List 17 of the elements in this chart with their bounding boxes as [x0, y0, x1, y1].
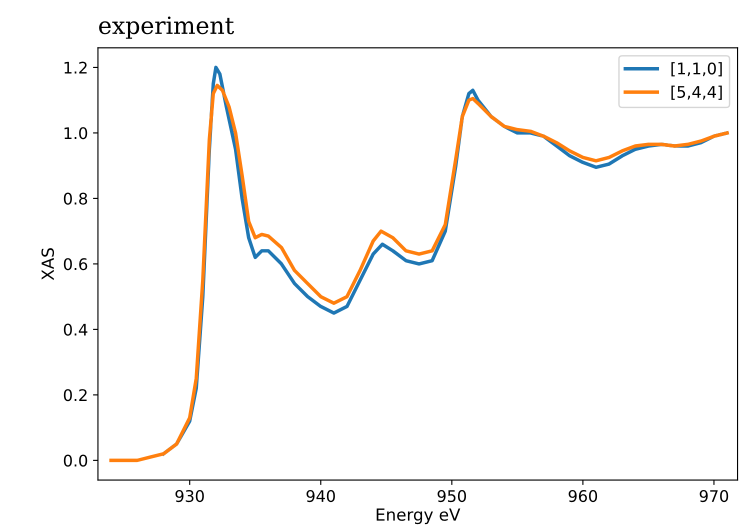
y-tick-label: 0.6 — [64, 258, 88, 270]
y-tick-label: 1.2 — [64, 62, 87, 74]
x-tick-label: 940 — [306, 490, 335, 502]
x-tick-label: 960 — [568, 490, 598, 502]
chart-title: experiment — [99, 16, 234, 39]
legend-label: [5,4,4] — [671, 86, 722, 100]
x-axis-title: Energy eV — [376, 508, 460, 524]
x-tick-label: 950 — [438, 490, 466, 502]
y-axis-title: XAS — [41, 248, 54, 280]
y-tick-label: 1.0 — [64, 127, 88, 140]
y-tick-label: 0.8 — [64, 192, 88, 205]
legend-label: [1,1,0] — [671, 62, 722, 76]
y-tick-label: 0.2 — [64, 389, 87, 402]
x-tick-label: 970 — [700, 490, 728, 502]
y-tick-label: 0.0 — [64, 454, 88, 467]
y-tick-label: 0.4 — [64, 324, 88, 336]
x-tick-label: 930 — [175, 490, 204, 502]
